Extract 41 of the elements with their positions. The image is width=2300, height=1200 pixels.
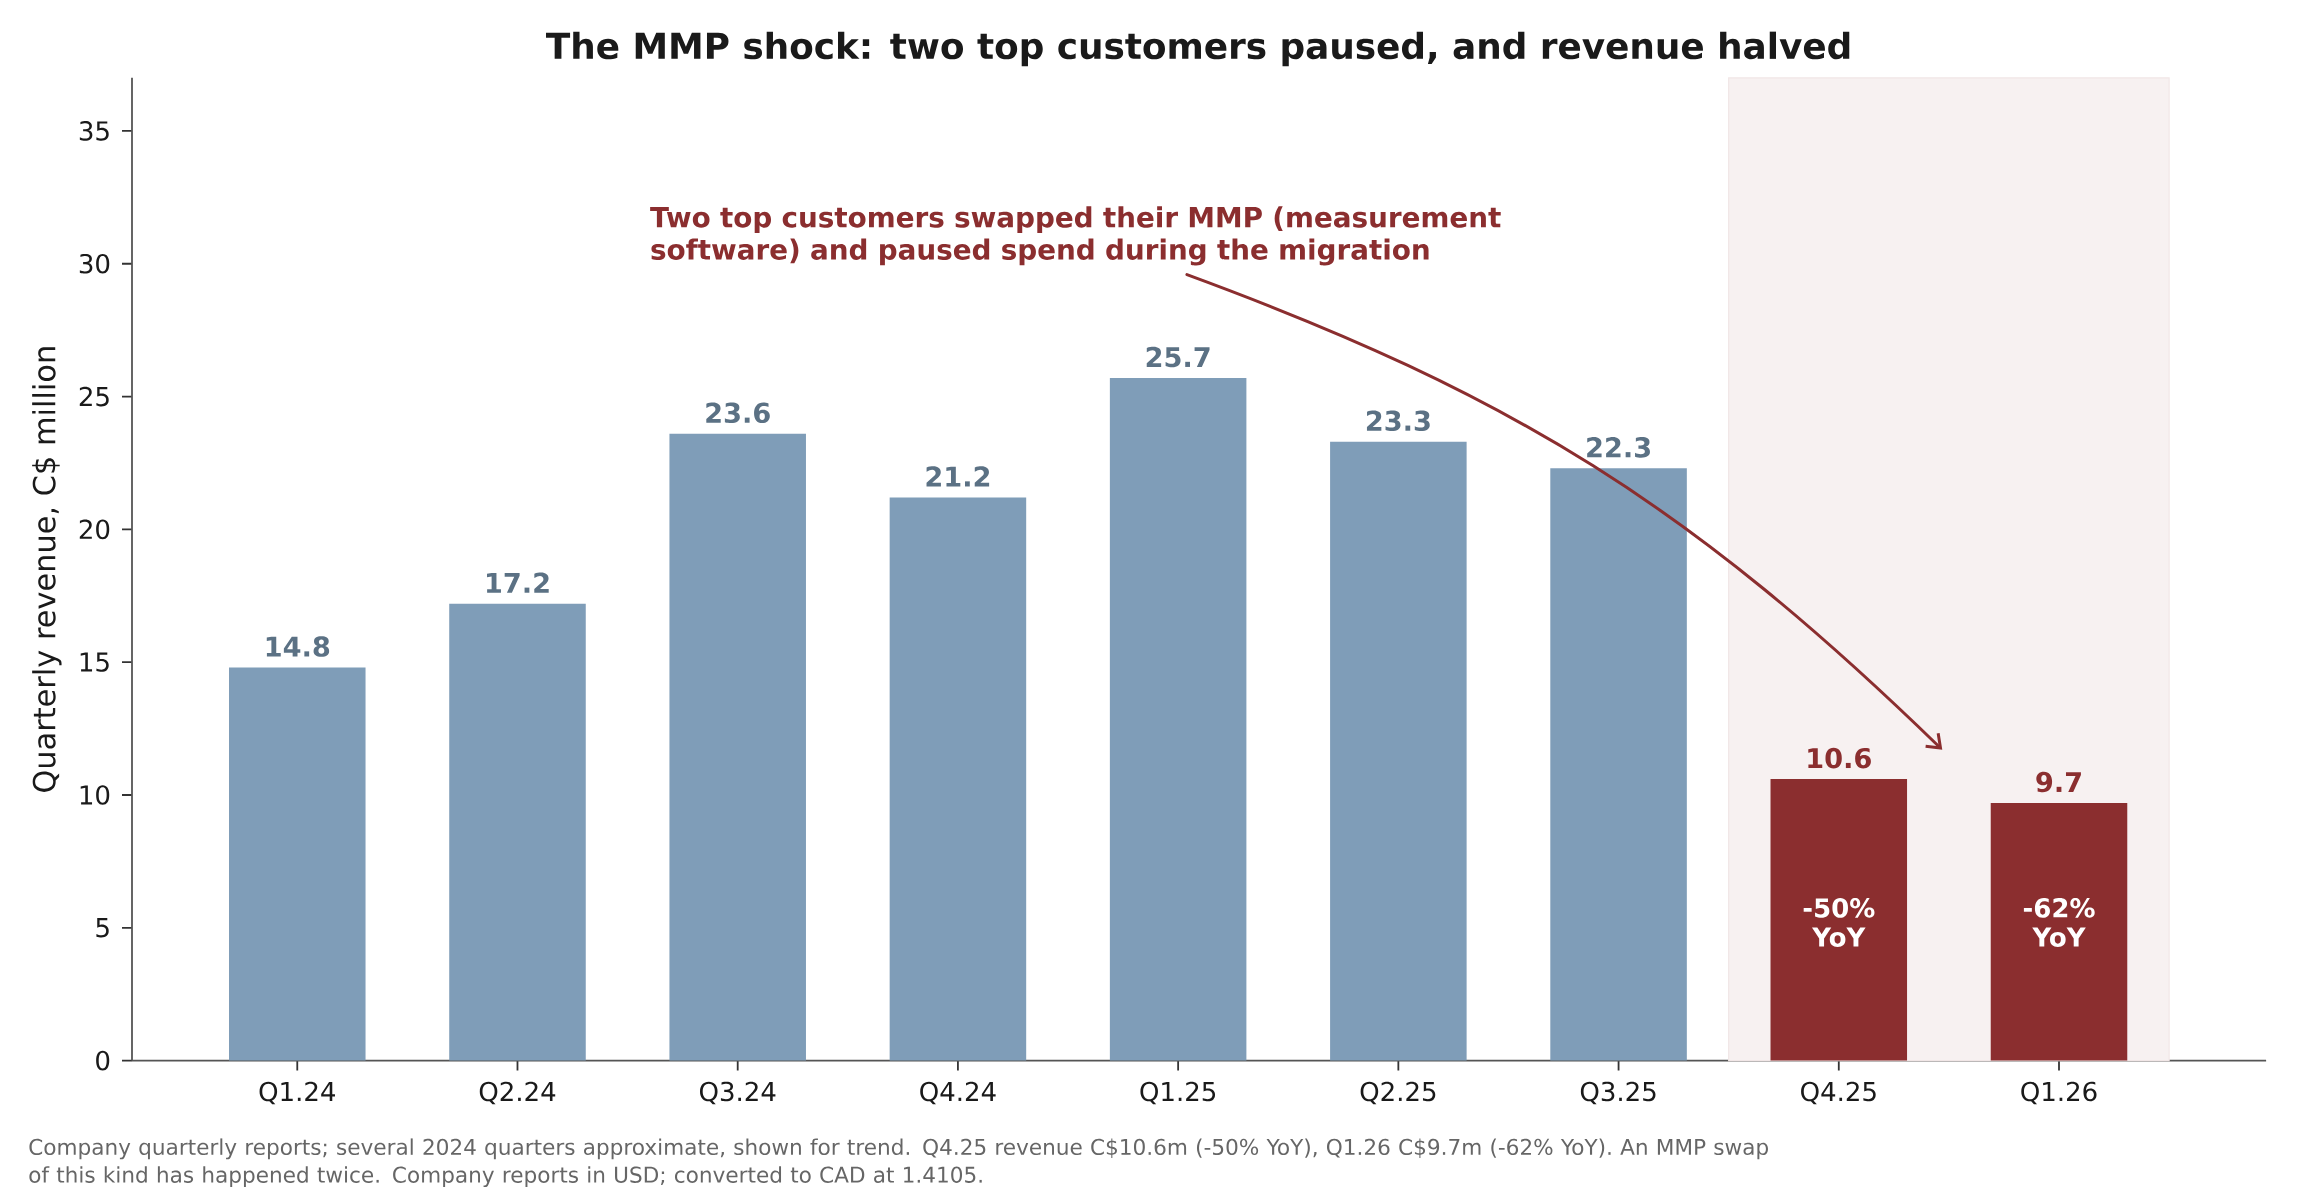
bar <box>1770 779 1908 1061</box>
annotation: -50% YoY <box>1803 898 1875 947</box>
chart-title: The MMP shock: two top customers paused, and revenue halved <box>546 31 1850 67</box>
data-label: 23.6 <box>706 402 770 424</box>
data-label: 22.3 <box>1587 437 1650 458</box>
x-tick-label: Q1.25 <box>1140 1081 1216 1105</box>
x-tick-label: Q1.24 <box>259 1081 335 1105</box>
x-tick-label: Q3.24 <box>699 1081 776 1105</box>
y-tick-label: 0 <box>96 1050 110 1071</box>
y-tick-label: 30 <box>79 253 110 274</box>
data-label: 21.2 <box>926 466 990 487</box>
y-tick-label: 20 <box>79 519 110 540</box>
bar <box>669 433 806 1061</box>
y-tick-label: 5 <box>96 918 109 938</box>
annotation: -62% YoY <box>2023 898 2095 947</box>
x-tick-label: Q3.25 <box>1580 1081 1656 1105</box>
bar <box>1990 802 2128 1061</box>
x-tick-label: Q2.24 <box>479 1081 556 1105</box>
x-tick-label: Q2.25 <box>1360 1081 1436 1105</box>
bar <box>229 667 366 1061</box>
y-tick-label: 25 <box>79 386 109 407</box>
data-label: 25.7 <box>1146 346 1210 368</box>
text: Company quarterly reports; several 2024 quarters approximate, shown for trend. Q4.25 revenue C$10.6m (-50% YoY), Q1.26 C$9.7m (-62% YoY). An MMP swap of this kind has happened twice. Company reports in USD; converted to CAD at 1.4105. <box>29 1138 1768 1188</box>
x-tick-label: Q4.24 <box>920 1081 996 1105</box>
bar <box>1550 468 1687 1061</box>
y-tick-label: 15 <box>80 652 109 672</box>
annotation: Two top customers swapped their MMP (measurement software) and paused spend during the migration <box>650 206 1501 266</box>
data-label: 14.8 <box>266 636 330 657</box>
bar <box>1109 377 1247 1061</box>
bar <box>889 497 1027 1061</box>
bar <box>1330 441 1467 1061</box>
data-label: 17.2 <box>486 572 549 593</box>
y-tick-label: 35 <box>79 121 109 141</box>
x-tick-label: Q4.25 <box>1801 1081 1876 1105</box>
data-label: 23.3 <box>1366 410 1430 432</box>
x-tick-label: Q1.26 <box>2021 1081 2097 1105</box>
data-label: 10.6 <box>1808 747 1871 769</box>
y-tick-label: 10 <box>80 785 110 805</box>
y-axis-title: Quarterly revenue, C$ million <box>32 347 62 792</box>
bar <box>449 603 586 1061</box>
data-label: 9.7 <box>2036 771 2081 793</box>
